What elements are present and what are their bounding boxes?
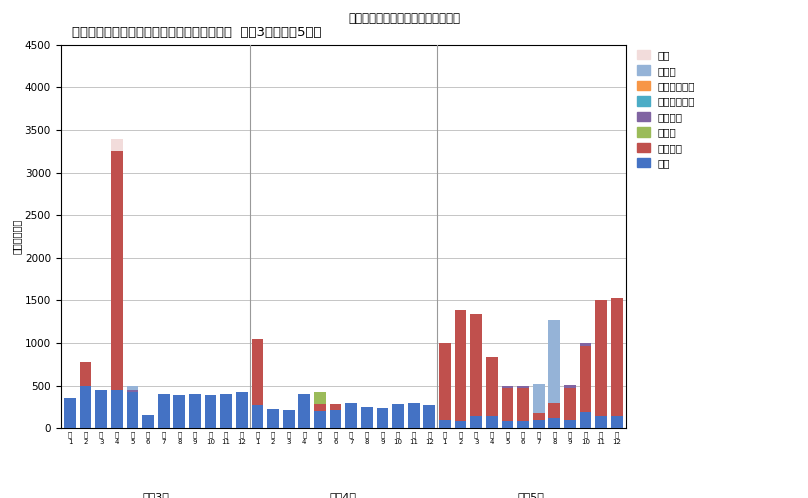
Bar	[408, 403, 419, 428]
Bar	[549, 320, 560, 403]
Bar	[330, 403, 342, 409]
Bar	[549, 403, 560, 418]
Bar	[549, 418, 560, 428]
Bar	[95, 390, 107, 428]
Bar	[267, 409, 279, 428]
Text: 令和5年: 令和5年	[517, 492, 545, 498]
Bar	[111, 151, 123, 390]
Bar	[314, 403, 326, 411]
Bar	[221, 394, 232, 428]
Bar	[470, 416, 482, 428]
Bar	[204, 395, 217, 428]
Text: 令和3年: 令和3年	[142, 492, 170, 498]
Bar	[502, 388, 513, 421]
Bar	[174, 395, 185, 428]
Bar	[251, 339, 263, 405]
Text: 令和4年: 令和4年	[330, 492, 357, 498]
Bar	[455, 421, 466, 428]
Text: 病因物質別月別発生状況（患者数）: 病因物質別月別発生状況（患者数）	[348, 12, 460, 25]
Bar	[127, 385, 138, 390]
Bar	[111, 138, 123, 151]
Bar	[486, 357, 498, 416]
Bar	[64, 398, 76, 428]
Bar	[345, 403, 357, 428]
Legend: 不明, その他, 動物性自然毒, 植物性自然毒, 化学物質, 寄生虫, ウイルス, 細菌: 不明, その他, 動物性自然毒, 植物性自然毒, 化学物質, 寄生虫, ウイルス…	[637, 50, 696, 168]
Bar	[595, 416, 607, 428]
Bar	[439, 343, 451, 420]
Bar	[127, 392, 138, 428]
Bar	[377, 408, 389, 428]
Bar	[251, 405, 263, 428]
Bar	[314, 391, 326, 403]
Bar	[564, 388, 576, 420]
Bar	[486, 416, 498, 428]
Y-axis label: 患者数（人）: 患者数（人）	[12, 219, 22, 254]
Bar	[579, 343, 591, 346]
Bar	[532, 420, 545, 428]
Bar	[236, 391, 248, 428]
Text: 病因物質別患者数の月別発生状況（全体事例  令和3年～令和5年）: 病因物質別患者数の月別発生状況（全体事例 令和3年～令和5年）	[72, 26, 322, 39]
Bar	[502, 385, 513, 388]
Bar	[470, 314, 482, 416]
Bar	[158, 394, 170, 428]
Bar	[298, 394, 310, 428]
Bar	[611, 416, 623, 428]
Bar	[80, 385, 91, 428]
Bar	[611, 298, 623, 416]
Bar	[361, 407, 372, 428]
Bar	[111, 390, 123, 428]
Bar	[439, 420, 451, 428]
Bar	[579, 412, 591, 428]
Bar	[127, 390, 138, 392]
Bar	[314, 411, 326, 428]
Bar	[189, 394, 201, 428]
Bar	[142, 415, 154, 428]
Bar	[564, 385, 576, 388]
Bar	[423, 405, 436, 428]
Bar	[564, 420, 576, 428]
Bar	[502, 421, 513, 428]
Bar	[392, 403, 404, 428]
Bar	[579, 346, 591, 412]
Bar	[595, 300, 607, 416]
Bar	[517, 421, 529, 428]
Bar	[517, 385, 529, 388]
Bar	[532, 412, 545, 420]
Bar	[80, 362, 91, 385]
Bar	[532, 383, 545, 412]
Bar	[283, 409, 295, 428]
Bar	[517, 388, 529, 421]
Bar	[330, 409, 342, 428]
Bar	[455, 310, 466, 421]
